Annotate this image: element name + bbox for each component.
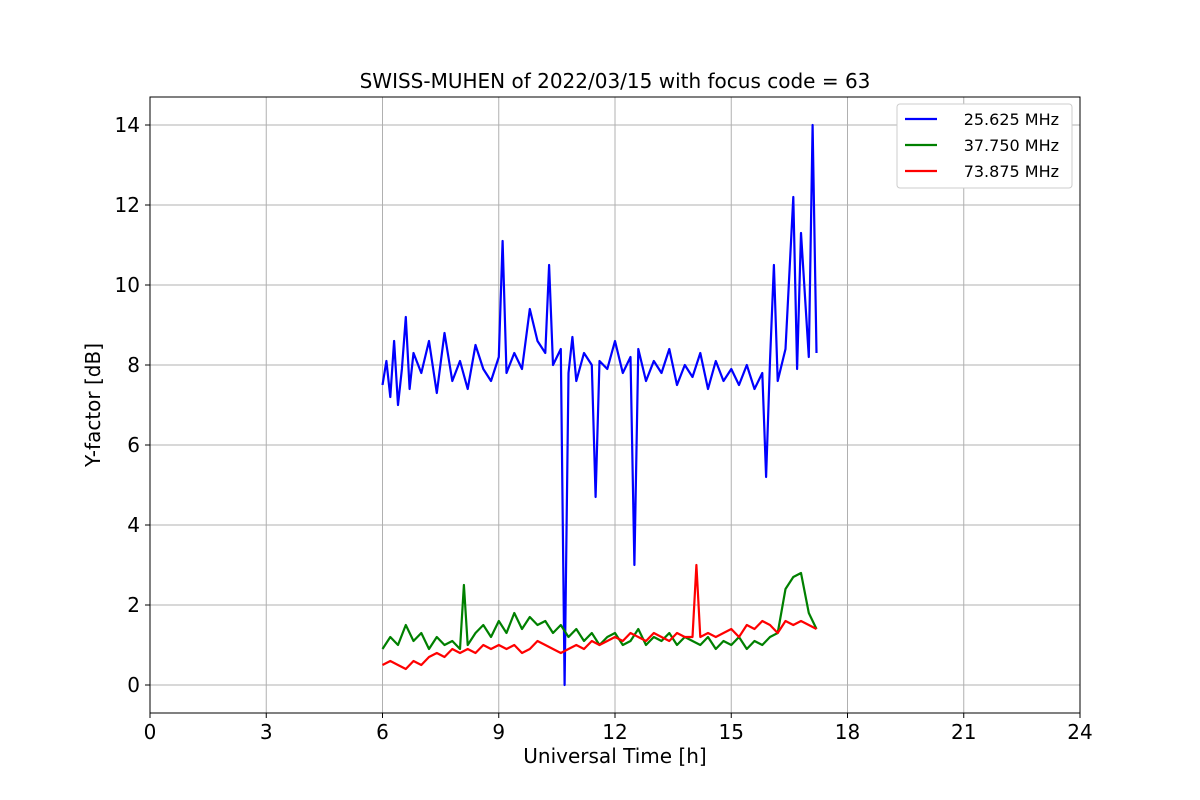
x-tick-label: 24 bbox=[1067, 720, 1092, 744]
legend: 25.625 MHz 37.750 MHz 73.875 MHz bbox=[896, 103, 1073, 189]
series-line-2 bbox=[381, 571, 818, 651]
y-tick-label: 2 bbox=[127, 593, 140, 617]
y-tick-label: 6 bbox=[127, 433, 140, 457]
series-line-3 bbox=[381, 563, 818, 671]
x-tick-label: 15 bbox=[719, 720, 744, 744]
y-tick-label: 14 bbox=[115, 113, 140, 137]
x-axis-label: Universal Time [h] bbox=[523, 744, 706, 768]
x-tick-label: 3 bbox=[260, 720, 273, 744]
y-tick-label: 10 bbox=[115, 273, 140, 297]
y-tick-label: 8 bbox=[127, 353, 140, 377]
y-tick-label: 0 bbox=[127, 673, 140, 697]
chart-title: SWISS-MUHEN of 2022/03/15 with focus cod… bbox=[360, 69, 871, 93]
legend-label-3: 73.875 MHz bbox=[964, 162, 1059, 181]
x-tick-label: 0 bbox=[144, 720, 157, 744]
x-tick-label: 9 bbox=[492, 720, 505, 744]
x-tick-label: 21 bbox=[951, 720, 976, 744]
series-line-1 bbox=[381, 123, 818, 687]
x-tick-label: 6 bbox=[376, 720, 389, 744]
x-tick-label: 12 bbox=[602, 720, 627, 744]
legend-label-2: 37.750 MHz bbox=[964, 136, 1059, 155]
series-layer bbox=[381, 123, 818, 687]
y-axis-label: Y-factor [dB] bbox=[81, 343, 105, 468]
grid bbox=[149, 97, 1081, 713]
legend-label-1: 25.625 MHz bbox=[964, 110, 1059, 129]
legend-box bbox=[896, 103, 1073, 189]
y-tick-label: 12 bbox=[115, 193, 140, 217]
x-tick-label: 18 bbox=[835, 720, 860, 744]
y-tick-label: 4 bbox=[127, 513, 140, 537]
